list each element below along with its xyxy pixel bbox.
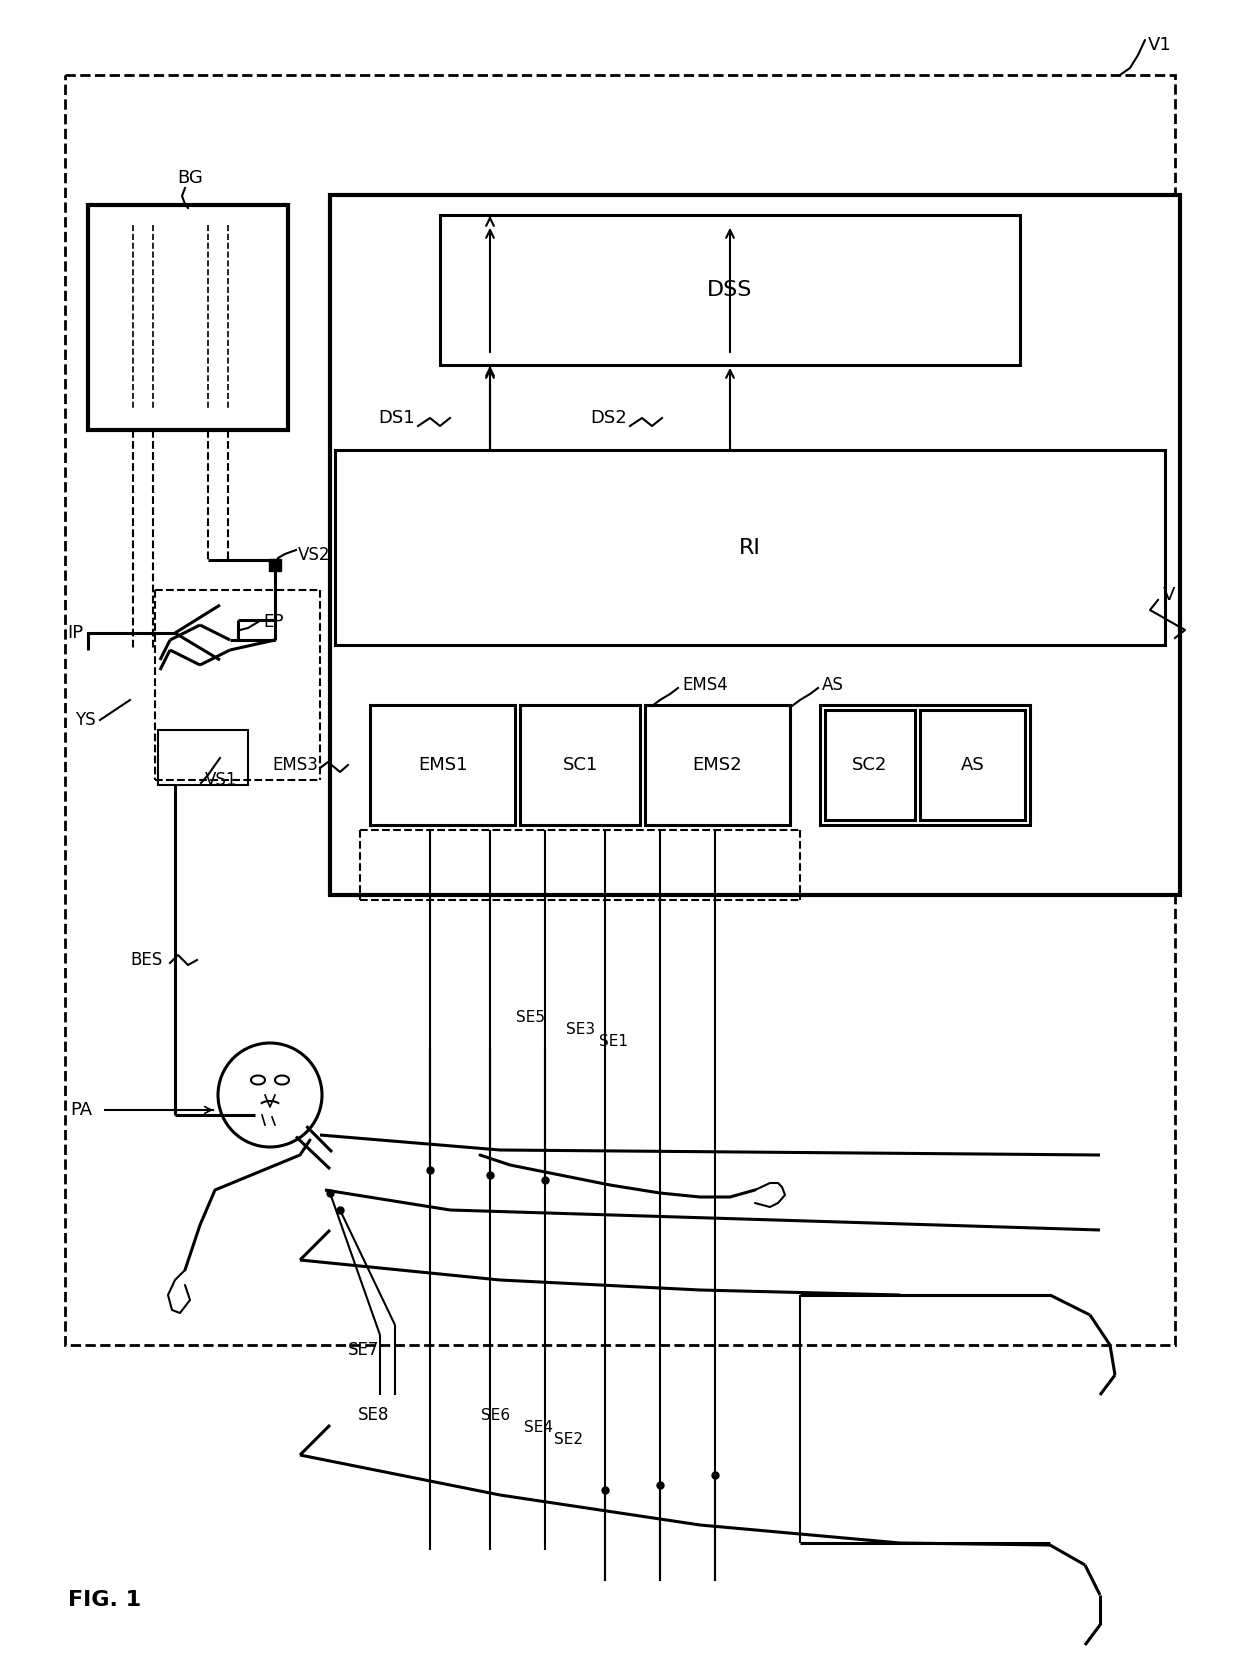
Text: YS: YS — [74, 711, 95, 730]
Text: PA: PA — [69, 1101, 92, 1119]
Bar — [88, 205, 288, 429]
Bar — [520, 705, 640, 825]
Text: SE5: SE5 — [516, 1010, 546, 1025]
Text: RI: RI — [739, 538, 761, 558]
Bar — [64, 75, 1176, 1344]
Bar — [825, 710, 915, 820]
Bar — [157, 730, 248, 785]
Text: DSS: DSS — [707, 281, 753, 301]
Text: AS: AS — [961, 757, 985, 773]
Text: AS: AS — [822, 676, 844, 695]
Text: SE6: SE6 — [481, 1408, 510, 1423]
Text: V1: V1 — [1148, 37, 1172, 53]
Text: SE8: SE8 — [358, 1406, 389, 1425]
Text: EMS3: EMS3 — [272, 757, 317, 773]
Text: IP: IP — [67, 625, 83, 641]
Text: SE2: SE2 — [554, 1433, 583, 1448]
Bar — [370, 705, 515, 825]
Bar — [645, 705, 790, 825]
Text: SE4: SE4 — [525, 1421, 553, 1436]
Text: SC2: SC2 — [852, 757, 888, 773]
Text: VS1: VS1 — [205, 772, 238, 788]
Text: SE1: SE1 — [599, 1034, 627, 1049]
Text: FIG. 1: FIG. 1 — [68, 1590, 141, 1610]
Bar — [440, 215, 1021, 366]
Text: SE3: SE3 — [565, 1022, 595, 1037]
Text: EMS1: EMS1 — [418, 757, 467, 773]
Text: BG: BG — [177, 169, 203, 187]
Text: DS1: DS1 — [378, 409, 414, 428]
Text: EMS2: EMS2 — [693, 757, 743, 773]
Text: SC1: SC1 — [563, 757, 598, 773]
Text: EMS4: EMS4 — [682, 676, 728, 695]
Bar — [335, 449, 1166, 645]
Text: DS2: DS2 — [590, 409, 626, 428]
Text: VS2: VS2 — [298, 546, 331, 564]
Bar — [330, 195, 1180, 895]
Text: V: V — [1163, 586, 1176, 605]
Text: BES: BES — [130, 950, 162, 969]
Bar — [820, 705, 1030, 825]
Bar — [920, 710, 1025, 820]
Text: EP: EP — [263, 613, 284, 631]
Text: SE7: SE7 — [348, 1341, 379, 1359]
